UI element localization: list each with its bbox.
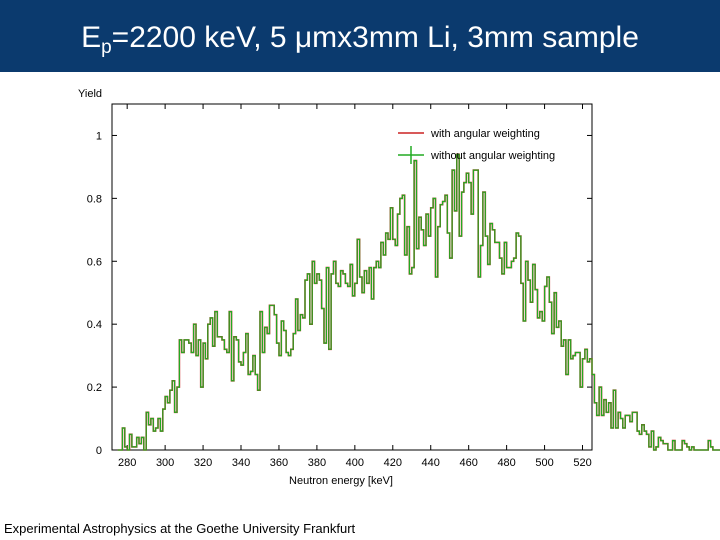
series-line-0 [117,153,720,451]
x-tick-label: 500 [535,457,553,469]
title-prefix: E [81,21,102,54]
x-tick-label: 320 [194,457,212,469]
y-tick-label: 0 [96,445,102,457]
legend-label-0: with angular weighting [430,128,540,140]
y-tick-label: 0.2 [87,382,102,394]
title-subscript: p [101,37,112,58]
x-axis-label: Neutron energy [keV] [289,475,393,487]
x-tick-label: 280 [118,457,136,469]
plot-border [111,103,593,451]
title-rest: =2200 keV, 5 μmx3mm Li, 3mm sample [111,21,639,54]
y-axis-label: Yield [78,88,102,100]
yield-chart: 280 300 320 340 360 380 400 420 440 460 480 500 520 0… [78,88,720,487]
x-tick-label: 380 [308,457,326,469]
slide-title: Ep=2200 keV, 5 μmx3mm Li, 3mm sample [0,20,720,58]
plot-frame [111,103,593,451]
y-tick-label: 1 [96,130,102,142]
legend-label-1: without angular weighting [430,150,555,162]
legend: with angular weighting without angular we… [398,128,555,164]
series-layer [117,153,720,451]
x-tick-label: 420 [384,457,402,469]
x-tick-label: 460 [460,457,478,469]
y-tick-label: 0.4 [87,319,102,331]
x-tick-label: 340 [232,457,250,469]
x-tick-label: 300 [156,457,174,469]
footer-text: Experimental Astrophysics at the Goethe … [4,521,356,536]
x-tick-label: 400 [346,457,364,469]
x-tick-label: 480 [497,457,515,469]
series-line-1 [117,153,720,451]
y-tick-label: 0.8 [87,193,102,205]
title-bar [0,0,720,72]
x-tick-label: 440 [422,457,440,469]
x-tick-label: 360 [270,457,288,469]
x-tick-label: 520 [573,457,591,469]
axis-ticks: 280 300 320 340 360 380 400 420 440 460 480 500 520 0… [87,104,592,469]
y-tick-label: 0.6 [87,256,102,268]
